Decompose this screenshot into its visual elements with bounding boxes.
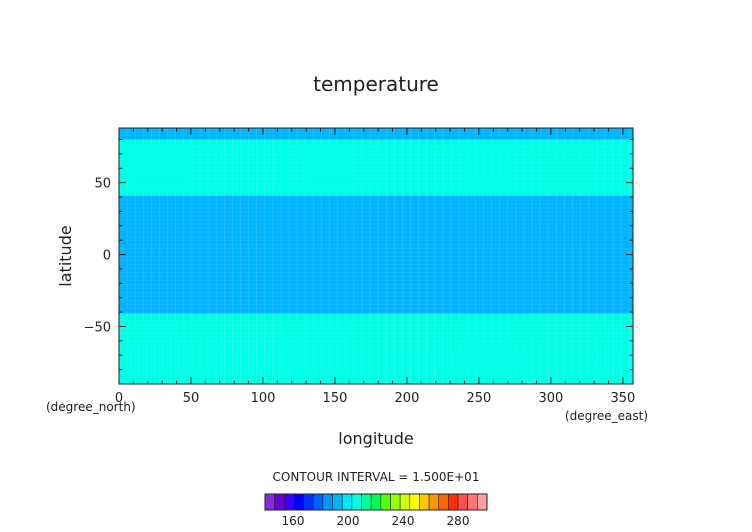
colorbar-swatch: [351, 493, 362, 511]
temperature-band-3: [119, 313, 633, 384]
colorbar-frame: [264, 493, 488, 511]
colorbar-swatch: [428, 493, 440, 511]
x-axis-unit: (degree_east): [565, 409, 648, 423]
x-axis-label: longitude: [338, 429, 413, 448]
colorbar-swatch: [380, 493, 391, 511]
temperature-bands: [119, 128, 633, 384]
x-tick-label: 300: [539, 391, 564, 406]
temperature-band-2: [119, 195, 633, 314]
colorbar-swatch: [477, 493, 488, 511]
x-axis-ticks: 0 50 100 150 200 250 300 350: [115, 128, 635, 406]
colorbar-swatch: [293, 493, 304, 511]
colorbar-swatch: [390, 493, 401, 511]
y-axis-ticks: −50 0 50: [84, 139, 633, 371]
colorbar-swatch: [361, 493, 372, 511]
y-tick-label: −50: [84, 320, 111, 335]
colorbar-swatch: [438, 493, 449, 511]
colorbar-swatch: [322, 493, 333, 511]
x-tick-label: 200: [395, 391, 420, 406]
colorbar-swatch: [409, 493, 420, 511]
colorbar-swatch: [399, 493, 411, 511]
x-tick-label: 150: [323, 391, 348, 406]
chart-title: temperature: [313, 72, 439, 96]
colorbar-tick-label: 280: [447, 514, 470, 528]
colorbar-swatch: [264, 493, 275, 511]
colorbar-swatch: [467, 493, 478, 511]
temperature-band-1: [119, 139, 633, 196]
colorbar-swatch: [303, 493, 314, 511]
x-tick-label: 100: [251, 391, 276, 406]
colorbar-labels: 160 200 240 280: [282, 514, 470, 528]
data-grid-lines: [118, 128, 633, 384]
colorbar-swatch: [274, 493, 285, 511]
y-tick-label: 0: [103, 249, 111, 264]
x-tick-label: 50: [183, 391, 200, 406]
colorbar-swatch: [419, 493, 430, 511]
x-tick-label: 250: [467, 391, 492, 406]
colorbar-tick-label: 240: [392, 514, 415, 528]
y-axis-unit: (degree_north): [46, 400, 136, 414]
contour-interval-text: CONTOUR INTERVAL = 1.500E+01: [273, 470, 480, 484]
colorbar-swatch: [457, 493, 468, 511]
colorbar-tick-label: 200: [337, 514, 360, 528]
y-tick-label: 50: [94, 177, 111, 192]
colorbar-swatch: [370, 493, 382, 511]
temperature-band-0: [119, 128, 633, 140]
x-tick-label: 350: [611, 391, 636, 406]
x-tick-label: 0: [115, 391, 123, 406]
plot-frame: [118, 127, 634, 385]
colorbar-swatch: [284, 493, 295, 511]
colorbar-swatch: [448, 493, 459, 511]
colorbar-swatch: [332, 493, 343, 511]
colorbar-tick-label: 160: [282, 514, 305, 528]
colorbar: [264, 493, 488, 511]
colorbar-swatch: [312, 493, 324, 511]
colorbar-swatch: [341, 493, 353, 511]
y-axis-label: latitude: [56, 225, 75, 286]
